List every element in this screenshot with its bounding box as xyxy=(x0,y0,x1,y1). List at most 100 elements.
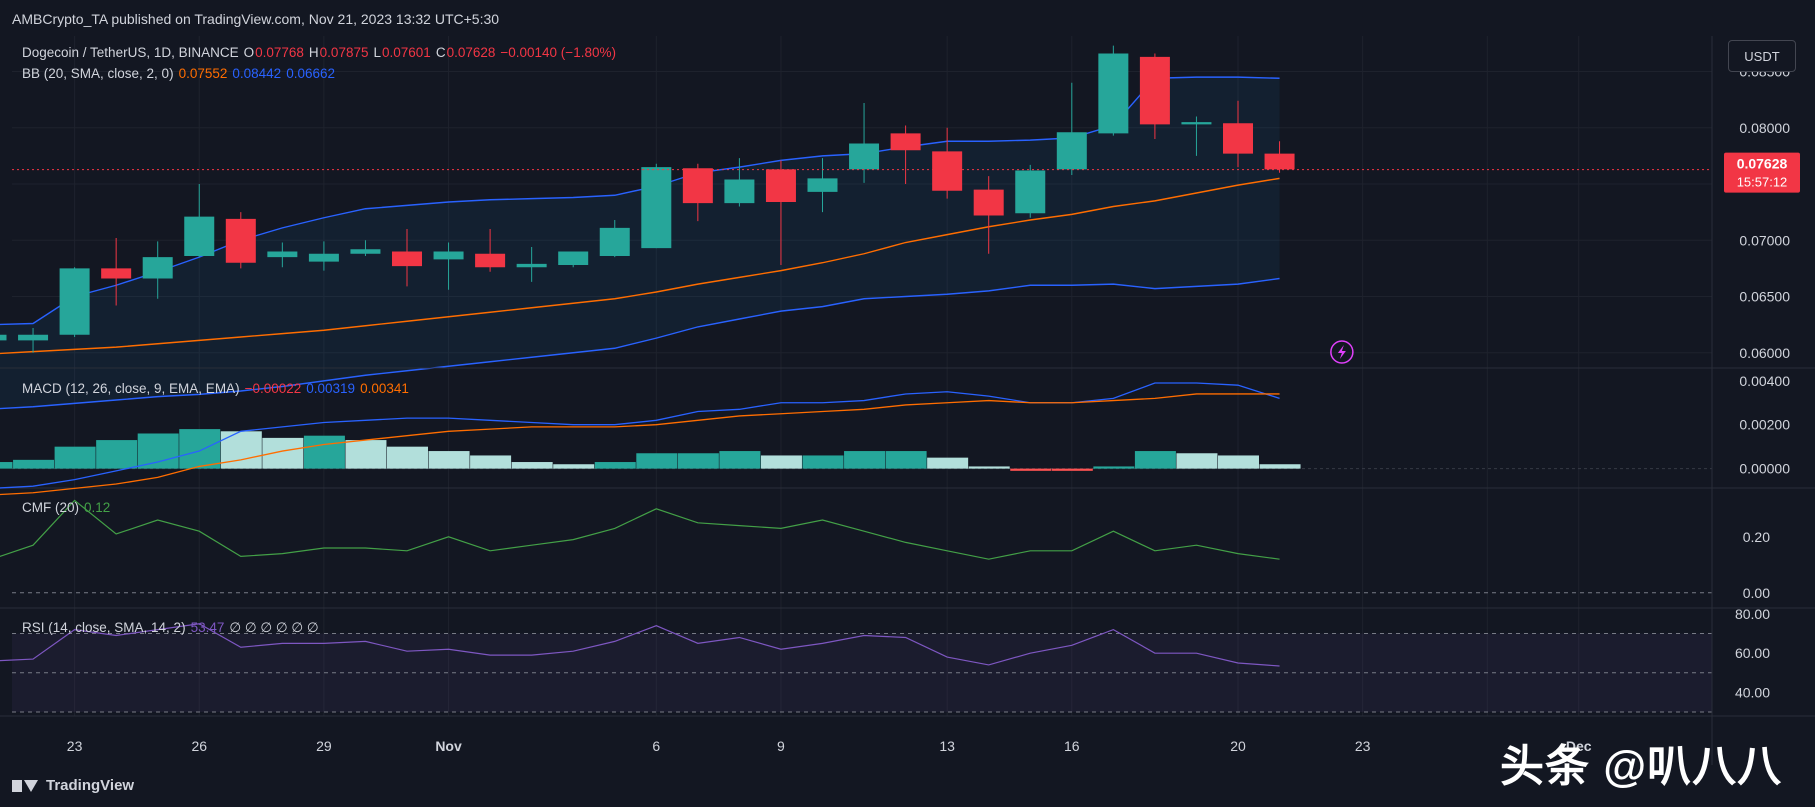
candle-body xyxy=(765,169,796,202)
candle-body xyxy=(682,168,713,204)
price-tick-label: 0.08000 xyxy=(1739,120,1790,136)
candle-body xyxy=(849,143,880,170)
candle-body xyxy=(1181,122,1212,125)
candle-body xyxy=(516,263,547,268)
last-price-tag xyxy=(1724,152,1800,193)
lightning-icon xyxy=(1330,340,1354,364)
low-label: L xyxy=(373,45,381,60)
macd-histogram-bar xyxy=(470,455,512,469)
candle-body xyxy=(599,227,630,256)
footer: TradingView xyxy=(0,765,1815,807)
macd-hist-value: −0.00022 xyxy=(244,381,302,396)
candle-body xyxy=(558,251,589,265)
macd-histogram-bar xyxy=(220,431,262,469)
candle-body xyxy=(101,268,132,279)
macd-histogram-bar xyxy=(1259,464,1301,469)
macd-histogram-bar xyxy=(885,451,927,469)
rsi-tick-label: 60.00 xyxy=(1735,645,1770,661)
macd-histogram-bar xyxy=(968,466,1010,469)
time-tick-label: 13 xyxy=(939,738,955,754)
candle-body xyxy=(1098,53,1129,134)
time-tick-label: 20 xyxy=(1230,738,1246,754)
macd-histogram-bar xyxy=(1093,466,1135,469)
macd-legend: MACD (12, 26, close, 9, EMA, EMA) −0.0002… xyxy=(22,381,414,396)
currency-button[interactable]: USDT xyxy=(1728,40,1796,72)
price-chart[interactable]: 0.085000.080000.075000.070000.065000.060… xyxy=(0,36,1815,765)
tradingview-brand: TradingView xyxy=(46,777,135,794)
tradingview-logo-icon xyxy=(12,778,40,794)
candle-body xyxy=(142,257,173,279)
publish-header: AMBCrypto_TA published on TradingView.co… xyxy=(0,0,1815,37)
candle-body xyxy=(973,189,1004,216)
candle-body xyxy=(184,216,215,256)
tradingview-logo[interactable]: TradingView xyxy=(12,777,134,794)
publish-info: AMBCrypto_TA published on TradingView.co… xyxy=(12,11,500,27)
macd-histogram-bar xyxy=(54,446,96,469)
rsi-tick-label: 80.00 xyxy=(1735,606,1770,622)
main-legend: Dogecoin / TetherUS, 1D, BINANCE O0.07768… xyxy=(22,45,621,60)
bb-lower-line xyxy=(0,277,1280,410)
macd-tick-label: 0.00400 xyxy=(1739,373,1790,389)
bb-upper-value: 0.08442 xyxy=(232,66,282,81)
macd-histogram-bar xyxy=(844,451,886,469)
price-tick-label: 0.06000 xyxy=(1739,345,1790,361)
macd-histogram-bar xyxy=(179,429,221,469)
macd-histogram-bar xyxy=(677,453,719,469)
cmf-value: 0.12 xyxy=(84,500,111,515)
bb-lower-value: 0.06662 xyxy=(286,66,335,81)
candle-body xyxy=(475,253,506,268)
time-tick-label: 29 xyxy=(316,738,332,754)
cmf-tick-label: 0.00 xyxy=(1743,585,1770,601)
macd-tick-label: 0.00200 xyxy=(1739,417,1790,433)
candle-body xyxy=(724,179,755,204)
bb-label: BB (20, SMA, close, 2, 0) xyxy=(22,66,174,81)
change-value: −0.00140 (−1.80%) xyxy=(500,45,616,60)
candle-body xyxy=(308,253,339,262)
cmf-tick-label: 0.20 xyxy=(1743,529,1770,545)
price-tick-label: 0.06500 xyxy=(1739,289,1790,305)
macd-tick-label: 0.00000 xyxy=(1739,461,1790,477)
macd-histogram-bar xyxy=(1176,453,1218,469)
candle-body xyxy=(890,133,921,151)
macd-histogram-bar xyxy=(1010,468,1052,471)
cmf-label: CMF (20) xyxy=(22,500,79,515)
macd-histogram-bar xyxy=(553,464,595,469)
macd-label: MACD (12, 26, close, 9, EMA, EMA) xyxy=(22,381,240,396)
cmf-legend: CMF (20) 0.12 xyxy=(22,500,115,515)
candle-body xyxy=(0,334,7,341)
macd-histogram-bar xyxy=(511,462,553,469)
candle-body xyxy=(433,251,464,260)
time-tick-label: Nov xyxy=(435,738,462,754)
rsi-value: 53.47 xyxy=(190,620,225,635)
macd-histogram-bar xyxy=(387,446,428,469)
macd-signal-line xyxy=(0,393,1280,496)
macd-signal-value: 0.00341 xyxy=(360,381,409,396)
bb-basis-line xyxy=(0,177,1280,355)
macd-histogram-bar xyxy=(262,437,304,469)
time-tick-label: 23 xyxy=(1355,738,1371,754)
time-tick-label: 23 xyxy=(67,738,83,754)
macd-histogram-bar xyxy=(636,453,678,469)
macd-histogram-bar xyxy=(13,459,55,469)
macd-histogram-bar xyxy=(345,440,387,469)
candle-body xyxy=(1223,123,1253,154)
time-tick-label: 6 xyxy=(652,738,660,754)
candle-body xyxy=(807,178,838,192)
high-label: H xyxy=(308,45,319,60)
candle-body xyxy=(350,249,381,254)
rsi-extras: ∅ ∅ ∅ ∅ ∅ ∅ xyxy=(229,620,319,635)
candle-body xyxy=(59,268,90,335)
candle-body xyxy=(1264,153,1295,170)
low-value: 0.07601 xyxy=(382,45,431,60)
price-tick-label: 0.07000 xyxy=(1739,232,1790,248)
rsi-label: RSI (14, close, SMA, 14, 2) xyxy=(22,620,186,635)
high-value: 0.07875 xyxy=(319,45,369,60)
bb-basis-value: 0.07552 xyxy=(178,66,228,81)
open-label: O xyxy=(243,45,255,60)
candle-body xyxy=(1015,170,1046,214)
close-value: 0.07628 xyxy=(446,45,496,60)
rsi-line xyxy=(0,623,1280,667)
macd-histogram-bar xyxy=(428,451,470,469)
candle-body xyxy=(392,251,422,267)
candle-body xyxy=(641,167,672,249)
